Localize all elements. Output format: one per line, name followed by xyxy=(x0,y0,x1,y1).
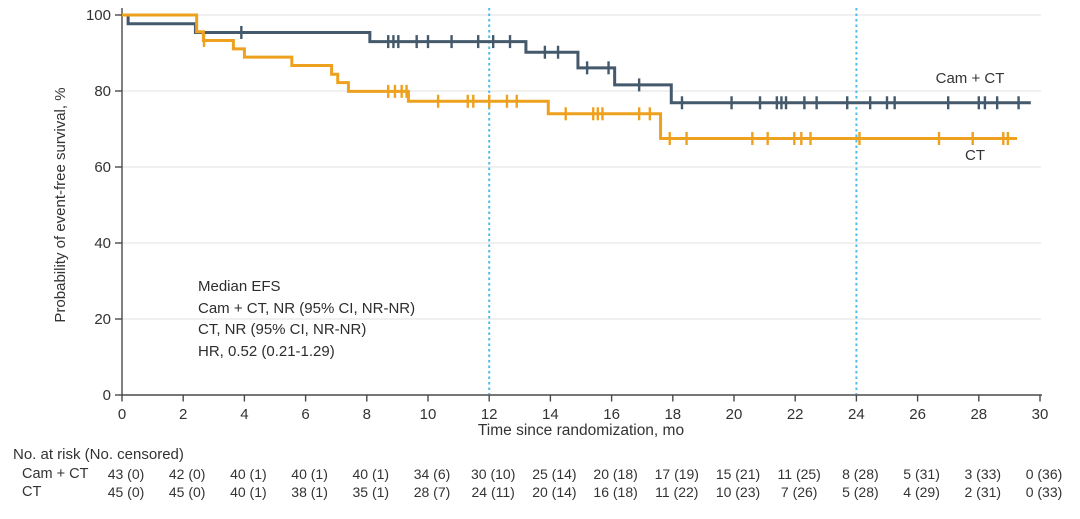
x-tick-label: 12 xyxy=(481,406,498,423)
risk-cell: 40 (1) xyxy=(230,484,267,500)
y-tick-label: 80 xyxy=(94,83,111,100)
risk-cell: 34 (6) xyxy=(413,466,451,482)
risk-cell: 17 (19) xyxy=(654,466,699,482)
x-tick-label: 6 xyxy=(301,406,309,423)
risk-cell: 5 (31) xyxy=(903,466,940,482)
risk-cell: 5 (28) xyxy=(842,484,879,500)
x-tick-label: 22 xyxy=(787,406,804,423)
x-tick-label: 4 xyxy=(240,406,248,423)
x-tick-label: 26 xyxy=(909,406,926,423)
risk-cell: 15 (21) xyxy=(715,466,761,482)
x-tick-label: 20 xyxy=(726,406,743,423)
x-tick-label: 10 xyxy=(420,406,437,423)
risk-cell: 24 (11) xyxy=(471,484,515,500)
x-tick-label: 16 xyxy=(603,406,620,423)
risk-cell: 4 (29) xyxy=(903,484,940,500)
survival-curve-cam-ct xyxy=(122,13,1031,105)
x-tick-label: 0 xyxy=(118,406,126,423)
x-axis-label: Time since randomization, mo xyxy=(477,422,685,439)
risk-cell: 28 (7) xyxy=(413,484,451,500)
risk-cell: 40 (1) xyxy=(230,466,267,482)
risk-cell: 0 (36) xyxy=(1025,466,1063,482)
x-tick-label: 28 xyxy=(970,406,987,423)
median-efs-annotation: Median EFS Cam + CT, NR (95% CI, NR-NR) … xyxy=(198,276,415,362)
annotation-line-ct: CT, NR (95% CI, NR-NR) xyxy=(198,321,367,338)
x-tick-label: 14 xyxy=(542,406,559,423)
y-tick-label: 60 xyxy=(94,159,111,176)
risk-cell: 45 (0) xyxy=(107,484,145,500)
x-tick-label: 18 xyxy=(664,406,681,423)
risk-cell: 8 (28) xyxy=(842,466,879,482)
risk-table-title: No. at risk (No. censored) xyxy=(13,446,184,463)
risk-cell: 45 (0) xyxy=(168,484,206,500)
risk-cell: 0 (33) xyxy=(1025,484,1063,500)
risk-cell: 7 (26) xyxy=(780,484,818,500)
risk-cell: 43 (0) xyxy=(107,466,145,482)
risk-cell: 10 (23) xyxy=(715,484,761,500)
risk-cell: 40 (1) xyxy=(352,466,390,482)
risk-cell: 35 (1) xyxy=(352,484,390,500)
risk-cell: 11 (22) xyxy=(655,484,699,500)
risk-cell: 38 (1) xyxy=(291,484,328,500)
risk-cell: 25 (14) xyxy=(532,466,577,482)
series-label-ct: CT xyxy=(965,147,985,164)
risk-cell: 20 (14) xyxy=(532,484,577,500)
risk-cell: 30 (10) xyxy=(471,466,516,482)
risk-cell: 3 (33) xyxy=(964,466,1002,482)
x-tick-label: 24 xyxy=(848,406,865,423)
y-tick-label: 100 xyxy=(86,7,111,24)
annotation-line-hr: HR, 0.52 (0.21-1.29) xyxy=(198,342,335,360)
annotation-line-median-efs: Median EFS xyxy=(198,278,281,295)
y-tick-label: 40 xyxy=(94,235,111,252)
risk-cell: 11 (25) xyxy=(777,466,821,482)
risk-cell: 16 (18) xyxy=(593,484,638,500)
x-tick-label: 30 xyxy=(1032,406,1049,423)
risk-cell: 2 (31) xyxy=(964,484,1002,500)
risk-cell: 20 (18) xyxy=(593,466,638,482)
x-tick-label: 2 xyxy=(179,406,187,423)
y-axis-label: Probability of event-free survival, % xyxy=(52,87,69,323)
y-tick-label: 0 xyxy=(103,387,111,404)
risk-row-label-ct: CT xyxy=(22,484,42,500)
series-label-cam-ct: Cam + CT xyxy=(935,70,1005,87)
annotation-line-cam-ct: Cam + CT, NR (95% CI, NR-NR) xyxy=(198,299,416,317)
risk-cell: 42 (0) xyxy=(168,466,206,482)
risk-cell: 40 (1) xyxy=(291,466,328,482)
x-tick-label: 8 xyxy=(363,406,371,423)
y-tick-label: 20 xyxy=(94,311,111,328)
risk-row-label-cam-ct: Cam + CT xyxy=(22,466,89,482)
